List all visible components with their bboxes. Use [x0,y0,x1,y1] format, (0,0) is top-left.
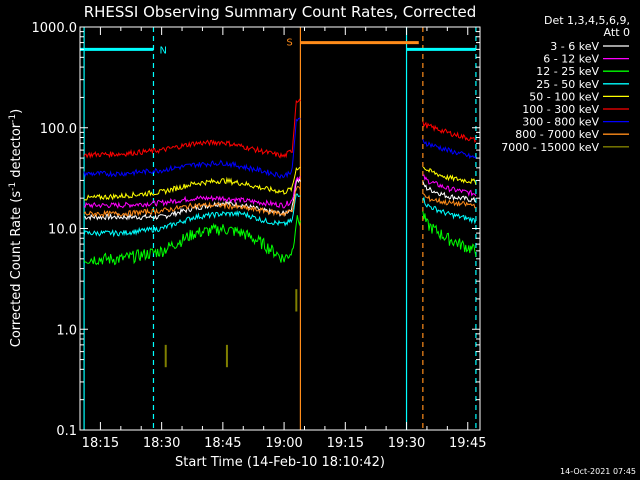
series-25-to-50keV-keV [83,193,477,238]
series-line-pre-gap [83,193,301,238]
series-800-to-7000keV-keV [83,186,477,218]
series-line-post-gap [422,138,477,160]
legend-header-line2: Att 0 [604,26,630,39]
legend-label: 300 - 800 keV [522,116,599,129]
y-axis-label-exp1: -1 [8,182,18,191]
legend-label: 800 - 7000 keV [515,128,599,141]
legend-header-line1: Det 1,3,4,5,6,9, [544,14,630,27]
legend-label: 100 - 300 keV [522,103,599,116]
x-tick-label: 18:15 [82,436,119,451]
series-line-pre-gap [83,166,301,201]
y-tick-label: 1.0 [56,323,77,338]
series-line-post-gap [422,174,477,197]
legend-label: 6 - 12 keV [543,53,599,66]
series-50-to-100keV-keV [83,166,477,201]
series-line-pre-gap [83,186,301,218]
legend-label: 50 - 100 keV [529,90,599,103]
y-axis-label: Corrected Count Rate (s-1 detector-1) [8,109,24,347]
y-tick-label: 100.0 [40,122,77,137]
series-line-post-gap [422,193,477,209]
y-axis-label-detector: detector [9,122,24,182]
y-axis-label-end: ) [9,109,24,114]
y-axis-label-main: Corrected Count Rate (s [9,191,24,348]
x-tick-label: 18:45 [204,436,241,451]
series-line-pre-gap [83,176,301,209]
x-tick-label: 18:30 [143,436,180,451]
interval-label: S [286,38,292,49]
legend-label: 25 - 50 keV [536,78,599,91]
series-12-to-25keV-keV [83,211,477,266]
series-7000-to-15000keV-keV [164,289,298,368]
interval-label: N [159,45,166,56]
chart-title: RHESSI Observing Summary Count Rates, Co… [84,3,477,21]
render-timestamp: 14-Oct-2021 07:45 [560,467,636,476]
series-line-pre-gap [83,117,301,179]
y-tick-label: 1000.0 [32,21,78,36]
series-line-post-gap [422,196,477,225]
y-tick-label: 0.1 [56,424,77,439]
x-tick-label: 19:45 [449,436,486,451]
y-tick-label: 10.0 [48,223,77,238]
series-6-to-12keV-keV [83,174,477,209]
series-line-post-gap [422,121,477,144]
series-line-post-gap [422,181,477,203]
x-tick-label: 19:15 [327,436,364,451]
series-line-post-gap [422,166,477,185]
x-tick-label: 19:00 [265,436,302,451]
series-300-to-800keV-keV [83,117,477,179]
plot-area: NS [80,27,477,430]
legend-label: 3 - 6 keV [550,40,599,53]
y-axis-label-exp2: -1 [8,114,18,123]
legend-label: 7000 - 15000 keV [501,141,599,154]
series-line-pre-gap [83,215,301,266]
x-tick-label: 19:30 [388,436,425,451]
x-axis: 18:15 18:30 18:45 19:00 19:15 19:30 19:45 [79,27,486,451]
x-axis-label: Start Time (14-Feb-10 18:10:42) [175,455,385,470]
series-line-post-gap [422,211,477,257]
series-line-pre-gap [83,98,301,159]
legend-label: 12 - 25 keV [536,65,599,78]
series-100-to-300keV-keV [83,98,477,159]
y-axis: 0.1 1.0 10.0 100.0 1000.0 [32,21,480,439]
